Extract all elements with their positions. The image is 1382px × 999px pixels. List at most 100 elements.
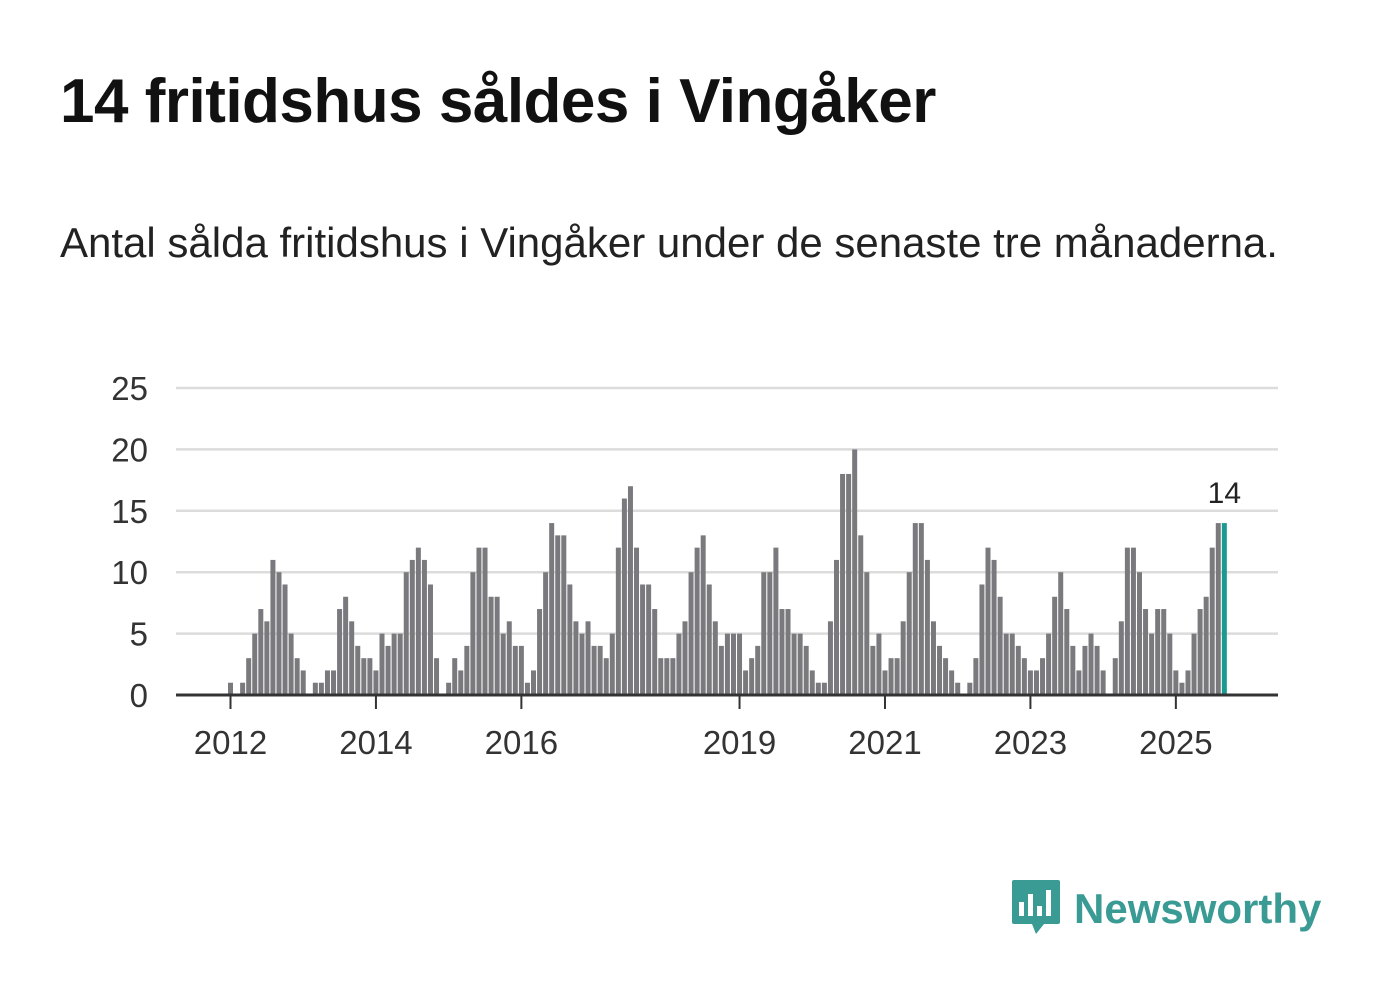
bar — [1003, 633, 1009, 695]
bar — [773, 547, 779, 695]
bar — [906, 572, 912, 695]
x-tick-label: 2021 — [848, 724, 921, 761]
bar — [361, 658, 367, 695]
bar — [1015, 645, 1021, 695]
bar — [615, 547, 621, 695]
bar — [567, 584, 573, 695]
bar — [621, 498, 627, 695]
bar — [500, 633, 506, 695]
bar — [1155, 609, 1161, 695]
bar — [270, 559, 276, 695]
bar — [840, 473, 846, 695]
bar — [761, 572, 767, 695]
bar — [258, 609, 264, 695]
bar — [930, 621, 936, 695]
bar — [470, 572, 476, 695]
bar — [1040, 658, 1046, 695]
bar — [985, 547, 991, 695]
bar — [712, 621, 718, 695]
bar — [694, 547, 700, 695]
bar — [1124, 547, 1130, 695]
bar — [355, 645, 361, 695]
bar — [555, 535, 561, 695]
bar — [894, 658, 900, 695]
bar — [767, 572, 773, 695]
bar — [1088, 633, 1094, 695]
bar — [434, 658, 440, 695]
bar — [276, 572, 282, 695]
bar — [537, 609, 543, 695]
bar — [991, 559, 997, 695]
y-tick-label: 5 — [130, 616, 148, 653]
bar — [870, 645, 876, 695]
bars — [228, 449, 1227, 695]
bar — [749, 658, 755, 695]
x-axis-ticks: 2012 2014 2016 2019 2021 2023 2025 — [194, 695, 1213, 761]
bar-chart-speech-bubble-icon — [1012, 880, 1060, 934]
bar — [688, 572, 694, 695]
bar — [809, 670, 815, 695]
bar — [1076, 670, 1082, 695]
bar — [240, 682, 246, 695]
bar — [518, 645, 524, 695]
bar — [512, 645, 518, 695]
y-tick-label: 20 — [111, 431, 148, 468]
bar — [627, 486, 633, 695]
bar — [912, 523, 918, 695]
bar — [1215, 523, 1221, 695]
bar — [779, 609, 785, 695]
y-tick-label: 0 — [130, 677, 148, 714]
bar — [1185, 670, 1191, 695]
bar — [1203, 596, 1209, 695]
bar — [324, 670, 330, 695]
bar — [337, 609, 343, 695]
bar — [918, 523, 924, 695]
bar — [379, 633, 385, 695]
bar — [1137, 572, 1142, 695]
x-tick-label: 2023 — [994, 724, 1067, 761]
bar — [755, 645, 761, 695]
bar — [882, 670, 888, 695]
bar — [858, 535, 864, 695]
newsworthy-logo: Newsworthy — [1010, 878, 1321, 940]
bar — [1021, 658, 1027, 695]
bar — [464, 645, 470, 695]
x-tick-label: 2016 — [485, 724, 558, 761]
bar — [955, 682, 961, 695]
bar — [1064, 609, 1070, 695]
bar — [718, 645, 724, 695]
bar — [815, 682, 821, 695]
bar — [264, 621, 270, 695]
bar — [827, 621, 833, 695]
y-tick-label: 25 — [111, 370, 148, 407]
bar — [531, 670, 536, 695]
bar — [482, 547, 488, 695]
bar — [1143, 609, 1149, 695]
bar — [864, 572, 870, 695]
highlight-bar — [1221, 523, 1227, 695]
bar — [494, 596, 500, 695]
bar — [670, 658, 676, 695]
x-tick-label: 2025 — [1139, 724, 1212, 761]
bar — [549, 523, 555, 695]
bar — [391, 633, 397, 695]
bar — [640, 584, 646, 695]
bar — [797, 633, 803, 695]
bar — [403, 572, 409, 695]
bar — [1052, 596, 1058, 695]
bar — [658, 658, 664, 695]
bar — [300, 670, 306, 695]
bar — [1209, 547, 1215, 695]
bar — [1167, 633, 1173, 695]
bar — [937, 645, 943, 695]
bar — [967, 682, 973, 695]
bar — [900, 621, 906, 695]
bar — [888, 658, 894, 695]
bar — [367, 658, 373, 695]
x-tick-label: 2014 — [339, 724, 412, 761]
bar — [282, 584, 288, 695]
bar — [318, 682, 324, 695]
bar — [785, 609, 791, 695]
bar — [591, 645, 597, 695]
bar — [834, 559, 839, 695]
